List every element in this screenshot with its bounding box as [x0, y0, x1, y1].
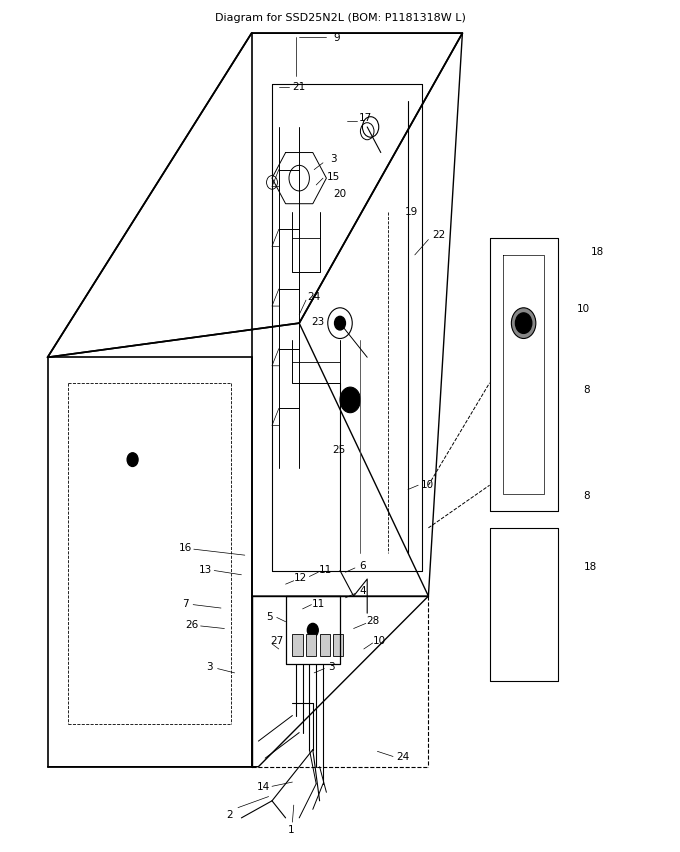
Text: 10: 10	[420, 479, 434, 489]
Text: 7: 7	[182, 598, 188, 608]
Circle shape	[511, 308, 536, 339]
Circle shape	[335, 317, 345, 331]
Text: 14: 14	[257, 781, 271, 792]
Circle shape	[307, 624, 318, 637]
Text: 18: 18	[590, 246, 604, 256]
Text: 8: 8	[583, 384, 590, 394]
Text: 2: 2	[226, 809, 233, 819]
Text: 23: 23	[311, 316, 325, 326]
Circle shape	[342, 390, 358, 411]
Bar	[333, 635, 343, 656]
Text: 3: 3	[206, 661, 213, 671]
Circle shape	[515, 314, 532, 334]
Text: 24: 24	[307, 291, 321, 302]
Text: Diagram for SSD25N2L (BOM: P1181318W L): Diagram for SSD25N2L (BOM: P1181318W L)	[215, 13, 465, 23]
Text: 1: 1	[288, 824, 294, 834]
Text: 16: 16	[178, 542, 192, 552]
Text: 17: 17	[358, 112, 372, 123]
Text: 10: 10	[577, 303, 590, 314]
Text: 19: 19	[405, 206, 418, 216]
Text: 6: 6	[359, 560, 366, 570]
Text: 20: 20	[333, 188, 347, 199]
Bar	[320, 635, 330, 656]
Text: 12: 12	[294, 573, 307, 583]
Text: 27: 27	[270, 636, 284, 646]
Text: 11: 11	[318, 564, 332, 574]
Bar	[306, 635, 316, 656]
Text: 11: 11	[311, 598, 325, 608]
Text: 3: 3	[328, 661, 335, 671]
Text: 21: 21	[292, 82, 306, 92]
Text: 15: 15	[326, 171, 340, 181]
Text: 26: 26	[185, 619, 199, 630]
Text: 28: 28	[366, 615, 379, 625]
Bar	[292, 635, 303, 656]
Circle shape	[340, 388, 360, 413]
Text: 24: 24	[396, 751, 409, 762]
Text: 8: 8	[583, 491, 590, 501]
Text: 3: 3	[330, 153, 337, 164]
Text: 9: 9	[333, 33, 340, 43]
Text: 4: 4	[359, 585, 366, 596]
Text: 18: 18	[583, 561, 597, 572]
Text: 22: 22	[432, 230, 445, 240]
Text: 25: 25	[332, 445, 345, 455]
Text: 5: 5	[267, 611, 273, 621]
Text: 10: 10	[373, 636, 386, 646]
Text: 13: 13	[199, 564, 212, 574]
Circle shape	[127, 453, 138, 467]
